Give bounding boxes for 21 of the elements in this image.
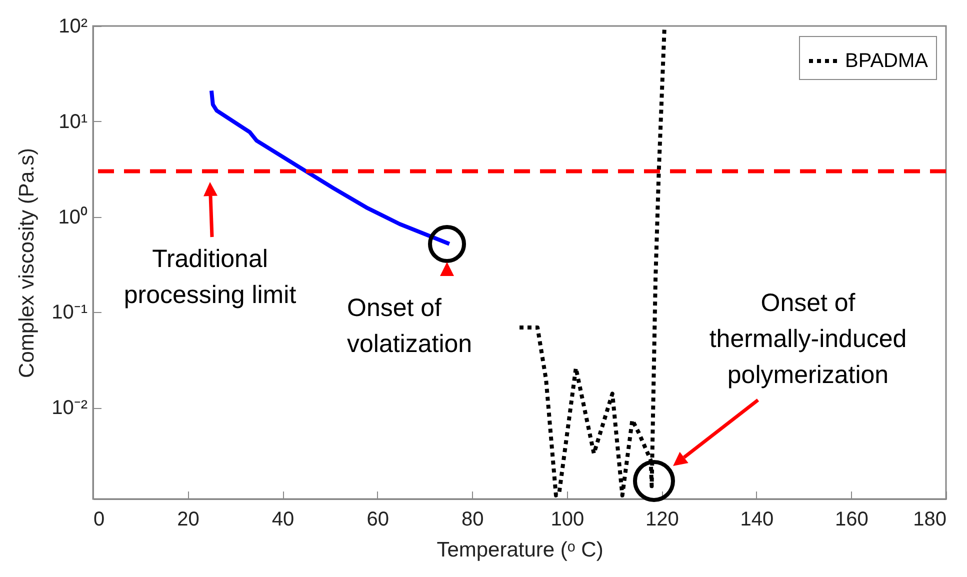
y-tick-label: 10⁻¹ bbox=[52, 302, 88, 324]
x-tick-label: 100 bbox=[550, 508, 584, 530]
y-axis-title: Complex viscosity (Pa.s) bbox=[16, 148, 39, 378]
x-tick-label: 60 bbox=[366, 508, 389, 530]
x-tick-label: 140 bbox=[740, 508, 774, 530]
x-tick-label: 180 bbox=[913, 508, 946, 530]
y-tick-label: 10² bbox=[58, 16, 88, 38]
annotation: Onset of thermally-induced polymerization bbox=[709, 289, 907, 389]
x-axis-title: Temperature (ᵒ C) bbox=[436, 538, 604, 562]
y-tick-label: 10⁻² bbox=[52, 397, 88, 420]
annotation: Onset of volatization bbox=[347, 294, 472, 358]
x-tick-label: 0 bbox=[94, 508, 105, 530]
annotation: Traditional processing limit bbox=[124, 245, 296, 309]
x-tick-label: 120 bbox=[645, 508, 679, 530]
x-tick-label: 40 bbox=[272, 508, 294, 530]
legend-label: BPADMA bbox=[845, 50, 929, 72]
x-tick-label: 160 bbox=[835, 508, 868, 530]
y-tick-label: 10⁰ bbox=[58, 205, 88, 228]
x-tick-label: 80 bbox=[461, 508, 484, 530]
x-tick-label: 20 bbox=[177, 508, 200, 530]
y-tick-label: 10¹ bbox=[58, 110, 88, 133]
